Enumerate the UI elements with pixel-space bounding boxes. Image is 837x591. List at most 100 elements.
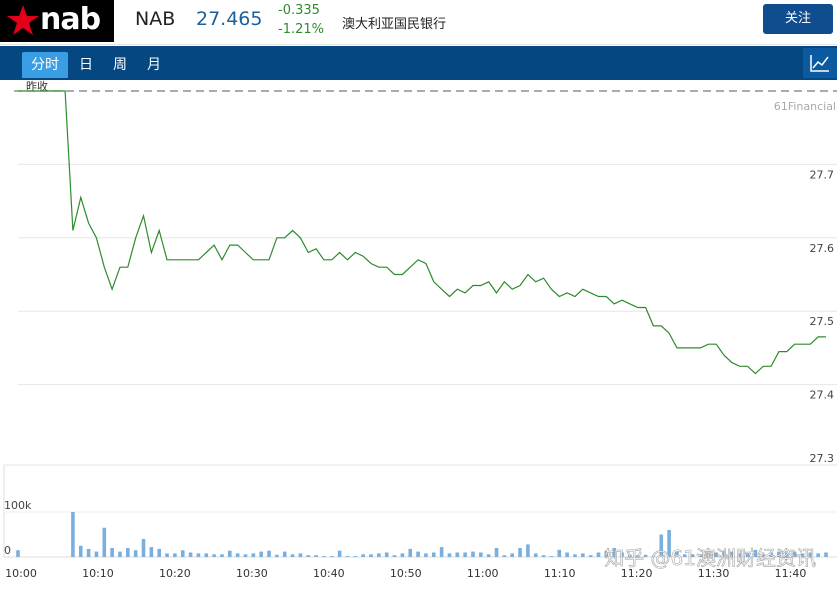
volume-bar: [745, 553, 750, 557]
volume-bar: [455, 552, 460, 557]
volume-bar: [94, 551, 99, 557]
volume-bar: [235, 553, 240, 557]
time-tick-label: 10:10: [82, 567, 114, 580]
volume-bar: [329, 556, 334, 557]
volume-bar: [604, 550, 609, 557]
volume-bar: [361, 554, 365, 557]
volume-bar: [282, 551, 287, 557]
tab-month[interactable]: 月: [147, 57, 161, 73]
volume-bar: [306, 555, 311, 557]
price-tick-label: 27.3: [810, 452, 835, 465]
volume-bar: [675, 551, 679, 557]
volume-bar: [808, 552, 813, 557]
volume-bar: [549, 556, 554, 557]
volume-bar: [714, 552, 718, 557]
volume-bar: [431, 552, 436, 557]
volume-tick-label: 0: [4, 544, 11, 557]
price-line: [18, 90, 826, 375]
volume-bar: [173, 553, 177, 557]
time-tick-label: 11:00: [467, 567, 499, 580]
chart-type-toggle[interactable]: [803, 48, 837, 78]
prev-close-label: 昨收: [26, 80, 48, 93]
price-tick-label: 27.5: [810, 315, 835, 328]
volume-bar: [377, 553, 381, 557]
stock-ticker: NAB: [135, 8, 176, 30]
volume-bar: [541, 555, 546, 557]
volume-bar: [71, 512, 75, 557]
nab-logo[interactable]: nab: [0, 0, 114, 42]
volume-bar: [86, 548, 91, 557]
volume-bar: [102, 527, 107, 557]
volume-bar: [824, 552, 828, 557]
volume-bar: [526, 544, 530, 557]
volume-bar: [204, 553, 209, 557]
volume-bar: [628, 554, 632, 557]
volume-bar: [439, 547, 444, 557]
volume-bar: [259, 551, 263, 557]
volume-bar: [133, 550, 138, 557]
volume-bar: [267, 550, 271, 557]
volume-bar: [392, 555, 397, 557]
tab-intraday[interactable]: 分时: [22, 52, 68, 78]
price-change-pct: -1.21%: [278, 22, 324, 37]
stock-price: 27.465: [196, 8, 263, 30]
volume-bar: [800, 553, 805, 557]
volume-bar: [486, 554, 491, 557]
volume-bar: [698, 554, 703, 557]
volume-bar: [110, 548, 114, 557]
volume-bar: [722, 550, 726, 557]
volume-bar: [408, 548, 413, 557]
price-tick-label: 27.4: [810, 389, 835, 402]
volume-bar: [290, 554, 295, 557]
volume-bar: [643, 554, 648, 557]
time-tick-label: 11:30: [698, 567, 730, 580]
volume-bar: [479, 552, 483, 557]
volume-bar: [243, 554, 248, 557]
logo-text: nab: [40, 2, 101, 37]
volume-bar: [369, 554, 373, 557]
volume-bar: [518, 548, 522, 557]
header-bar: nab NAB 27.465 -0.335 -1.21% 澳大利亚国民银行 关注: [0, 0, 837, 45]
volume-bar: [777, 551, 781, 557]
volume-bar: [573, 554, 577, 557]
time-tick-label: 10:40: [313, 567, 345, 580]
volume-bar: [730, 551, 734, 557]
volume-bar: [322, 556, 326, 557]
intraday-chart[interactable]: 27.7 27.6 27.5 27.4 27.3 100k 0 昨收 61Financial 10…: [0, 80, 837, 591]
volume-bar: [761, 554, 766, 557]
volume-bar: [314, 555, 318, 557]
volume-bar: [494, 548, 499, 557]
tab-day[interactable]: 日: [79, 57, 93, 73]
tab-week[interactable]: 周: [113, 57, 127, 73]
company-name: 澳大利亚国民银行: [342, 17, 447, 32]
overlay-watermark: 知乎 @61澳洲财经资讯: [604, 546, 816, 570]
volume-bar: [533, 553, 538, 557]
volume-bar: [275, 554, 279, 557]
time-tick-label: 11:40: [775, 567, 807, 580]
volume-bar: [463, 552, 467, 557]
volume-bar: [816, 553, 820, 557]
time-tick-label: 11:20: [621, 567, 653, 580]
volume-bar: [784, 552, 789, 557]
follow-button[interactable]: 关注: [763, 4, 833, 34]
volume-bar: [502, 555, 507, 557]
volume-bar: [165, 553, 169, 557]
period-tab-bar: 分时 日 周 月: [0, 46, 837, 80]
volume-bar: [188, 552, 193, 557]
volume-bar: [196, 553, 201, 557]
volume-bar: [690, 554, 695, 557]
volume-bar: [220, 554, 224, 557]
volume-bar: [581, 553, 585, 557]
volume-bar: [792, 551, 797, 557]
volume-bar: [510, 553, 515, 557]
volume-bar: [228, 550, 232, 557]
volume-bar: [706, 553, 711, 557]
volume-bar: [588, 555, 593, 557]
volume-bar: [753, 549, 758, 557]
time-tick-label: 10:30: [236, 567, 268, 580]
volume-bar: [118, 551, 122, 557]
volume-bar: [620, 552, 624, 557]
volume-tick-label: 100k: [4, 499, 32, 512]
volume-bar: [298, 553, 303, 557]
volume-bar: [384, 552, 389, 557]
